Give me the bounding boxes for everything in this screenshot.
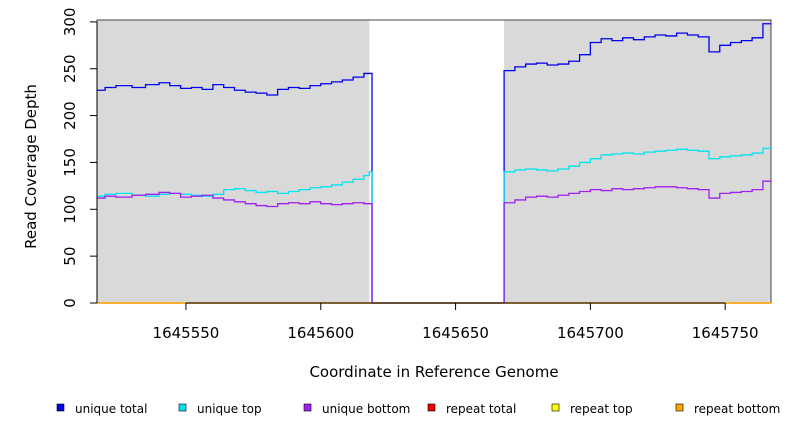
y-tick-label: 0 <box>61 298 79 308</box>
x-tick-label: 1645700 <box>557 324 624 342</box>
legend-label-repeat-total: repeat total <box>446 402 516 416</box>
shaded-region-1 <box>97 20 370 303</box>
y-tick-label: 200 <box>61 101 79 130</box>
legend-label-repeat-top: repeat top <box>570 402 633 416</box>
x-tick-label: 1645550 <box>153 324 220 342</box>
legend-swatch-repeat-bottom <box>675 403 684 412</box>
legend-label-repeat-bottom: repeat bottom <box>694 402 780 416</box>
y-tick-label: 50 <box>61 247 79 266</box>
x-tick-label: 1645750 <box>692 324 759 342</box>
y-tick-label: 100 <box>61 195 79 224</box>
y-tick-label: 250 <box>61 54 79 83</box>
x-axis-title: Coordinate in Reference Genome <box>309 363 558 381</box>
legend-label-unique-bottom: unique bottom <box>322 402 410 416</box>
legend-swatch-repeat-total <box>427 403 436 412</box>
y-tick-label: 150 <box>61 148 79 177</box>
legend-swatch-repeat-top <box>551 403 560 412</box>
legend-swatch-unique-top <box>178 403 187 412</box>
x-tick-label: 1645600 <box>287 324 354 342</box>
x-tick-label: 1645650 <box>422 324 489 342</box>
legend-label-unique-top: unique top <box>197 402 262 416</box>
legend-swatch-unique-bottom <box>303 403 312 412</box>
y-axis-title: Read Coverage Depth <box>22 84 40 249</box>
legend-label-unique-total: unique total <box>75 402 147 416</box>
legend: unique total unique top unique bottom repea… <box>56 402 780 416</box>
shaded-region-2 <box>504 20 771 303</box>
x-axis: 1645550 1645600 1645650 1645700 1645750 <box>153 302 759 342</box>
legend-swatch-unique-total <box>56 403 65 412</box>
shaded-regions <box>97 20 771 303</box>
y-tick-label: 300 <box>61 8 79 37</box>
y-axis: 0 50 100 150 200 250 300 <box>61 8 98 308</box>
